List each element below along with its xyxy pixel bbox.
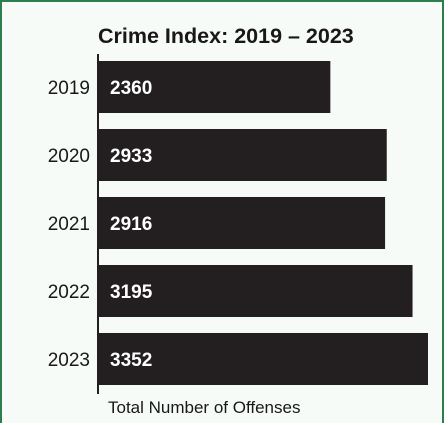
bar-2019 xyxy=(98,61,331,113)
y-tick-label-2022: 2022 xyxy=(48,282,90,303)
data-label-2019: 2360 xyxy=(110,78,152,99)
chart-title: Crime Index: 2019 – 2023 xyxy=(98,24,354,48)
y-tick-label-2023: 2023 xyxy=(48,350,90,371)
data-label-2021: 2916 xyxy=(110,214,152,235)
y-tick-label-2021: 2021 xyxy=(48,214,90,235)
bar-2023 xyxy=(98,333,428,385)
data-label-2023: 3352 xyxy=(110,350,152,371)
bar-2022 xyxy=(98,265,413,317)
data-label-2020: 2933 xyxy=(110,146,152,167)
data-label-2022: 3195 xyxy=(110,282,153,303)
y-tick-label-2019: 2019 xyxy=(48,78,90,99)
bar-2021 xyxy=(98,197,386,249)
bar-2020 xyxy=(98,129,387,181)
y-tick-label-2020: 2020 xyxy=(48,146,90,167)
x-axis-label: Total Number of Offenses xyxy=(108,398,301,417)
